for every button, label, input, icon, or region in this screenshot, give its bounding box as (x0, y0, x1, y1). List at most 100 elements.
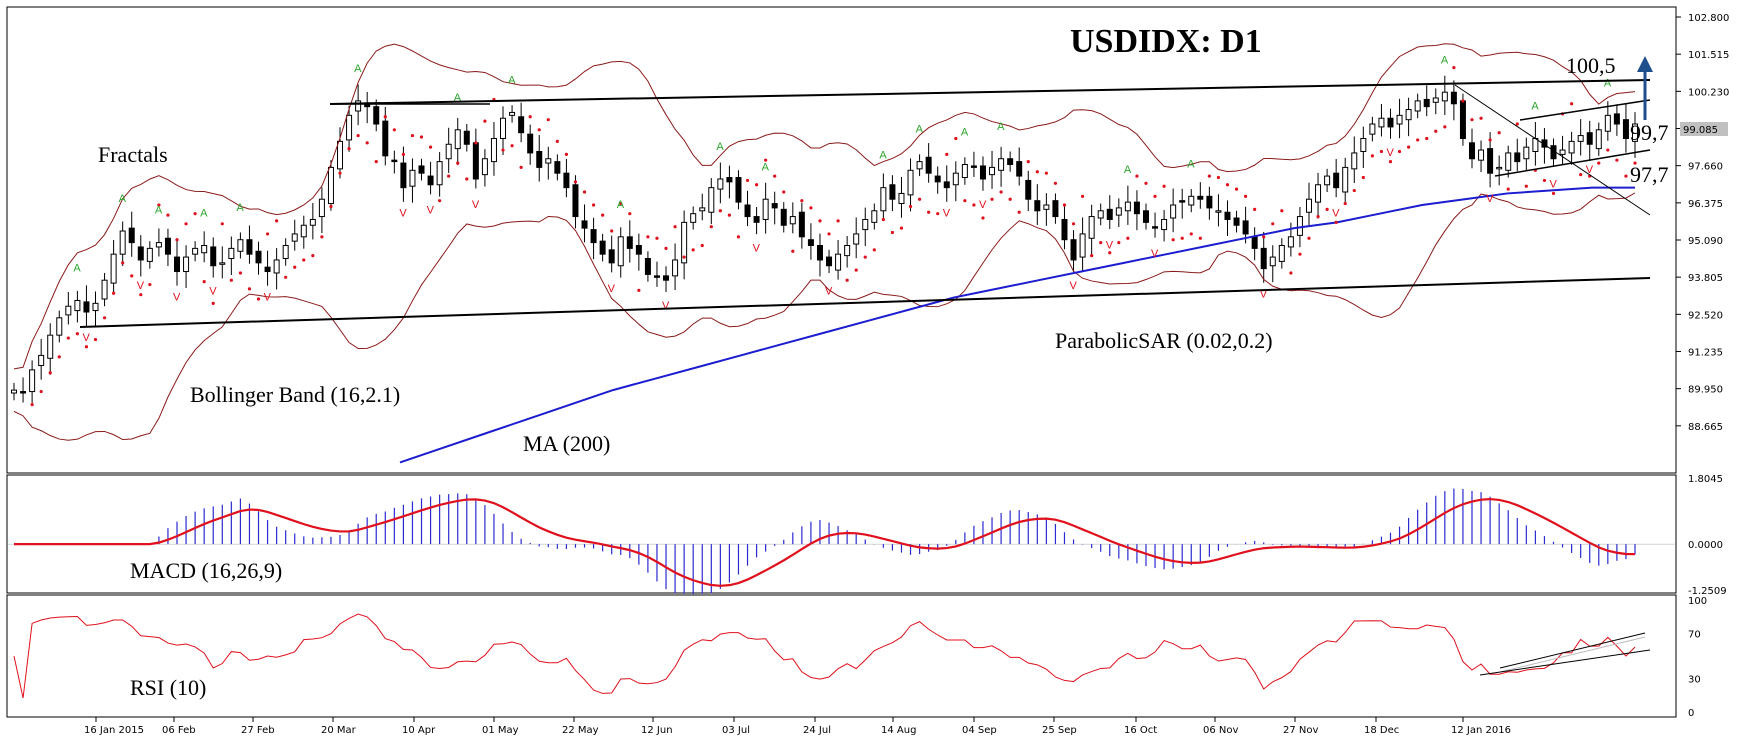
candle-body (989, 166, 996, 176)
candle-body (1161, 218, 1168, 231)
fractal-down: V (472, 199, 480, 211)
sar-dot (57, 355, 61, 359)
rsi-series: 100 70 30 0 (13, 596, 1707, 719)
candle-body (1179, 200, 1186, 203)
macd-label: MACD (16,26,9) (130, 558, 282, 583)
candle-body (1269, 256, 1276, 267)
fractal-down: V (1386, 147, 1394, 159)
sar-dot (1234, 187, 1239, 191)
sar-dot (1633, 161, 1637, 165)
candle-body (1378, 117, 1385, 128)
candle-body (29, 369, 36, 393)
fractal-up: A (155, 205, 163, 217)
price-tick-label: 88.665 (1688, 422, 1723, 433)
sar-dot (682, 255, 686, 259)
fractal-down: V (943, 208, 951, 220)
fractal-down: V (753, 242, 761, 254)
candle-body (844, 244, 851, 257)
sar-dot (1271, 222, 1275, 226)
macd-tick-label: 0.0000 (1688, 540, 1723, 551)
candle-body (1188, 195, 1195, 206)
sar-dot (1135, 174, 1139, 178)
date-tick-label: 14 Aug (881, 725, 916, 736)
date-tick-label: 06 Feb (162, 725, 196, 736)
sar-dot (736, 235, 741, 239)
sar-dot (1615, 158, 1619, 162)
candle-body (282, 244, 289, 260)
fractal-down: V (979, 199, 987, 211)
candle-body (164, 237, 171, 255)
sar-dot (591, 203, 596, 207)
sar-dot (1551, 191, 1556, 196)
candle-body (1224, 211, 1231, 220)
candle-body (273, 259, 280, 274)
sar-dot (302, 258, 306, 262)
channel-upper (1519, 99, 1651, 121)
candle-body (391, 159, 398, 163)
candle-body (1523, 146, 1530, 160)
date-tick-label: 03 Jul (722, 725, 750, 736)
candle-body (264, 266, 271, 273)
candle-body (192, 247, 199, 255)
sar-dot (963, 199, 967, 203)
candle-body (1405, 109, 1412, 121)
downtrend-line (1454, 84, 1651, 216)
sar-dot (881, 217, 885, 222)
candle-body (961, 164, 968, 179)
sar-dot (338, 171, 342, 175)
candle-body (1613, 113, 1620, 125)
fractal-markers: A V A V A V A V A V A V V A V A V A V A V A V A A V A V A V V A V A V V V A V A… (73, 54, 1611, 344)
sar-dot (1461, 99, 1465, 103)
sar-dot (347, 147, 351, 151)
sar-dot (419, 135, 424, 139)
candle-body (952, 172, 959, 186)
sar-dot (456, 161, 460, 165)
fractal-up: A (1187, 158, 1195, 170)
candle-body (1287, 236, 1294, 248)
candle-body (237, 239, 244, 252)
sar-dot (284, 275, 288, 279)
ma200-line (399, 186, 1635, 464)
candle-body (174, 256, 181, 273)
sar-dot (1280, 209, 1284, 213)
candle-body (735, 177, 742, 203)
sar-dot (1298, 252, 1302, 256)
sar-dot (256, 297, 261, 301)
fractal-up: A (200, 208, 208, 220)
candlestick-series (11, 75, 1638, 404)
candle-body (635, 244, 642, 255)
candle-body (1360, 137, 1367, 152)
sar-dot (1334, 220, 1338, 224)
sar-dot (510, 144, 514, 148)
candle-body (880, 187, 887, 212)
candle-body (753, 216, 760, 223)
fractal-up: A (1441, 54, 1449, 66)
date-tick-label: 04 Sep (962, 725, 997, 736)
price-tick-label: 96.375 (1688, 199, 1723, 210)
sar-dot (1479, 116, 1483, 120)
candle-body (979, 165, 986, 180)
date-tick-label: 27 Nov (1283, 725, 1319, 736)
sar-dot (1153, 194, 1157, 198)
candle-body (626, 236, 633, 249)
sar-dot (1189, 232, 1193, 236)
sar-dot (157, 203, 161, 207)
sar-dot (356, 133, 360, 138)
sar-dot (1325, 207, 1329, 211)
candle-body (1450, 91, 1457, 105)
date-tick-label: 22 May (562, 725, 599, 736)
fractal-up: A (73, 263, 81, 275)
fractal-down: V (1586, 164, 1594, 176)
fractal-up: A (236, 202, 244, 214)
sar-dot (628, 212, 632, 216)
candle-body (1604, 114, 1611, 132)
sar-dot (917, 197, 922, 201)
sar-dot (410, 133, 415, 138)
fractal-down: V (825, 286, 833, 298)
sar-dot (1407, 145, 1411, 149)
sar-dot (936, 212, 940, 216)
candle-body (1025, 179, 1032, 200)
date-tick-label: 25 Sep (1042, 725, 1077, 736)
candle-body (590, 229, 597, 244)
